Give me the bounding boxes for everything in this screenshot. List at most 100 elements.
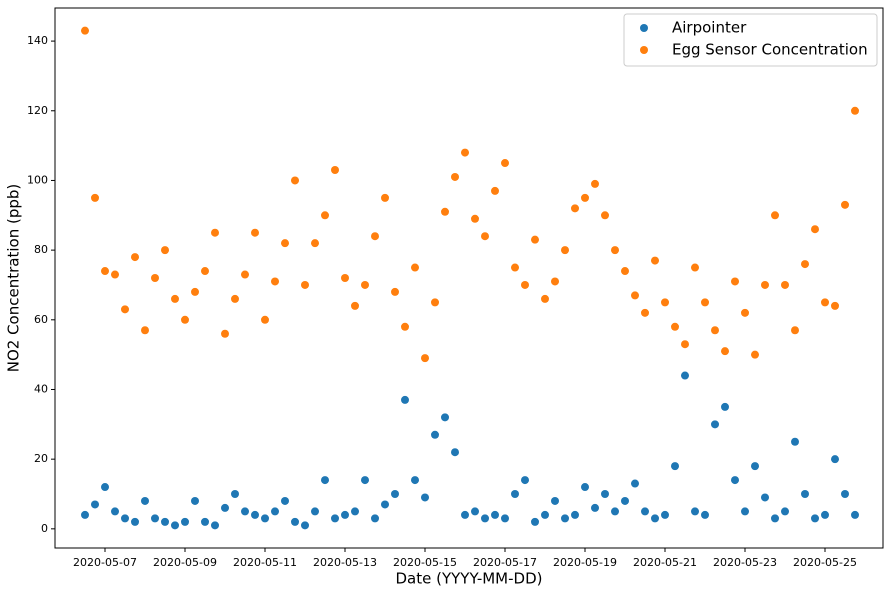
data-point [541, 294, 549, 303]
data-point [381, 500, 389, 509]
data-point [171, 294, 179, 303]
data-point [281, 239, 289, 248]
legend-marker [640, 24, 648, 32]
x-tick-label: 2020-05-15 [393, 556, 457, 569]
data-point [531, 517, 539, 526]
data-point [641, 308, 649, 317]
data-point [471, 214, 479, 223]
plot-frame [54, 7, 884, 549]
data-point [751, 350, 759, 359]
y-axis-label: NO2 Concentration (ppb) [5, 184, 23, 373]
data-point [571, 510, 579, 519]
data-point [431, 430, 439, 439]
data-point [701, 510, 709, 519]
data-point [111, 507, 119, 516]
data-point [801, 260, 809, 269]
data-point [831, 455, 839, 464]
data-point [221, 503, 229, 512]
data-point [801, 490, 809, 498]
data-point [851, 510, 859, 519]
data-point [281, 496, 289, 505]
data-point [231, 294, 239, 303]
data-point [671, 462, 679, 471]
data-point [551, 277, 559, 286]
data-point [301, 521, 309, 530]
data-point [711, 420, 719, 429]
legend-label: Airpointer [672, 19, 747, 37]
data-point [101, 267, 109, 276]
data-point [421, 354, 429, 363]
data-point [251, 510, 259, 519]
data-point [211, 228, 219, 237]
data-point [511, 263, 519, 272]
data-point [211, 521, 219, 530]
data-point [221, 329, 229, 338]
data-point [111, 270, 119, 279]
data-point [541, 510, 549, 519]
data-point [761, 493, 769, 502]
data-point [241, 507, 249, 516]
data-point [581, 193, 589, 202]
data-point [451, 172, 459, 181]
data-point [691, 263, 699, 272]
data-point [331, 166, 339, 174]
x-tick-label: 2020-05-13 [313, 556, 377, 569]
data-point [251, 228, 259, 237]
y-tick-label: 20 [34, 452, 48, 465]
data-point [651, 514, 659, 523]
data-point [661, 298, 669, 307]
y-tick-label: 140 [27, 34, 48, 47]
x-tick-label: 2020-05-09 [153, 556, 217, 569]
data-point [631, 479, 639, 488]
data-point [731, 277, 739, 286]
legend-marker [640, 46, 648, 54]
data-point [631, 291, 639, 300]
data-point [411, 476, 419, 485]
data-point [521, 280, 529, 289]
data-point [721, 402, 729, 411]
data-point [711, 326, 719, 335]
y-tick-label: 0 [41, 522, 48, 535]
data-point [461, 148, 469, 157]
data-point [511, 490, 519, 498]
data-point [701, 298, 709, 307]
data-point [741, 308, 749, 317]
data-point [581, 483, 589, 492]
x-tick-label: 2020-05-19 [553, 556, 617, 569]
data-point [611, 246, 619, 255]
data-point [341, 274, 349, 282]
data-point [411, 263, 419, 272]
data-point [361, 280, 369, 289]
data-point [601, 490, 609, 498]
data-point [641, 507, 649, 516]
data-point [841, 490, 849, 498]
data-point [471, 507, 479, 516]
x-tick-label: 2020-05-23 [713, 556, 777, 569]
x-tick-label: 2020-05-07 [73, 556, 137, 569]
data-point [291, 517, 299, 526]
data-point [481, 232, 489, 241]
data-point [361, 476, 369, 485]
data-point [91, 500, 99, 509]
data-point [261, 514, 269, 523]
data-point [261, 315, 269, 324]
data-point [371, 232, 379, 241]
y-tick-label: 80 [34, 243, 48, 256]
data-point [771, 211, 779, 220]
data-point [321, 211, 329, 220]
data-point [781, 280, 789, 289]
data-point [681, 340, 689, 349]
data-point [821, 510, 829, 519]
data-point [301, 280, 309, 289]
y-tick-label: 60 [34, 313, 48, 326]
data-point [791, 326, 799, 335]
data-point [191, 287, 199, 296]
data-point [161, 246, 169, 255]
legend-box [623, 13, 878, 67]
data-point [351, 507, 359, 516]
data-point [491, 510, 499, 519]
data-point [141, 326, 149, 335]
data-point [561, 246, 569, 255]
data-point [81, 26, 89, 35]
